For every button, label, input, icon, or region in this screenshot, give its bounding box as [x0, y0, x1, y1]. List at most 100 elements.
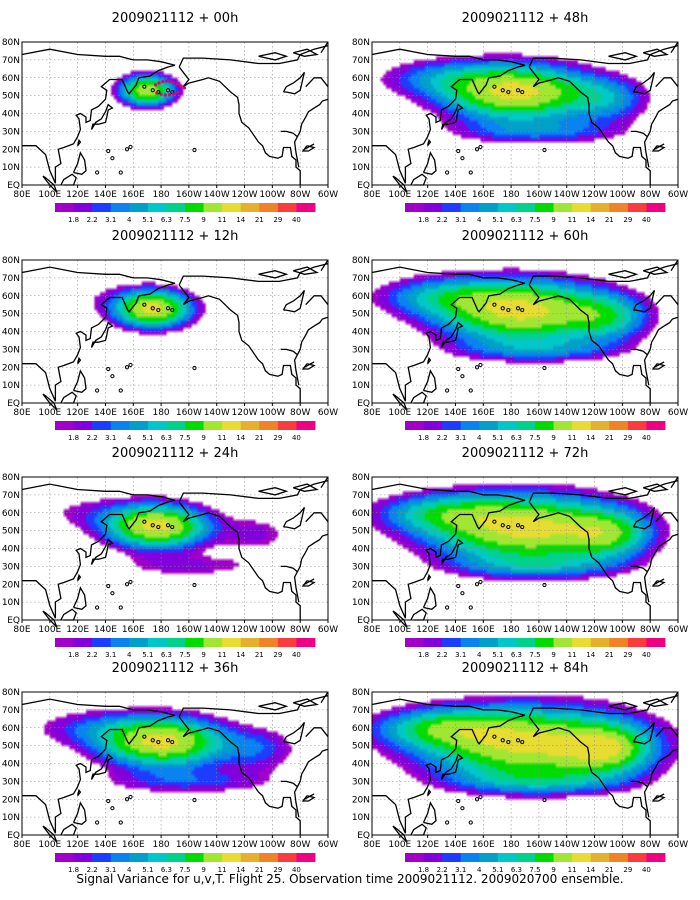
- y-tick-label: 10N: [352, 598, 370, 608]
- y-tick-label: 60N: [2, 509, 20, 519]
- x-tick-label: 140W: [204, 625, 230, 635]
- coastline: [608, 52, 639, 61]
- coastline: [258, 487, 289, 496]
- colorbar-swatch: [92, 853, 112, 862]
- x-tick-label: 180: [502, 190, 519, 200]
- coastline: [72, 801, 87, 826]
- y-tick-label: 30N: [352, 562, 370, 572]
- colorbar-swatch: [277, 421, 297, 430]
- panel-title: 2009021112 + 24h: [112, 446, 239, 461]
- island-outline: [460, 591, 465, 596]
- x-tick-label: 100W: [259, 408, 285, 418]
- coastline: [90, 103, 114, 130]
- colorbar-swatch: [497, 203, 517, 212]
- colorbar-swatch: [277, 853, 297, 862]
- colorbar-label: 1.8: [68, 866, 79, 874]
- x-tick-label: 160W: [526, 625, 552, 635]
- x-tick-label: 160E: [472, 190, 495, 200]
- island-outline: [468, 820, 473, 825]
- island-outline: [506, 89, 511, 95]
- coastline: [643, 533, 679, 603]
- colorbar-label: 2.2: [87, 651, 98, 659]
- island-outline: [128, 362, 133, 368]
- grid-lines: [22, 477, 328, 620]
- colorbar-swatch: [572, 203, 592, 212]
- x-tick-label: 80W: [290, 840, 310, 850]
- coastline: [258, 702, 289, 711]
- coastline: [422, 586, 437, 611]
- colorbar-label: 40: [642, 434, 651, 442]
- y-tick-label: 70N: [2, 56, 20, 66]
- colorbar-label: 40: [292, 866, 301, 874]
- coastline: [670, 476, 679, 489]
- colorbar-label: 3.1: [455, 651, 466, 659]
- colorbar-label: 40: [642, 651, 651, 659]
- colorbar-swatch: [627, 853, 647, 862]
- x-tick-label: 60W: [668, 840, 688, 850]
- coastline: [304, 143, 315, 150]
- island-outline: [95, 605, 100, 610]
- x-tick-label: 100W: [259, 625, 285, 635]
- x-tick-label: 160E: [472, 408, 495, 418]
- colorbar-label: 6.3: [161, 651, 172, 659]
- x-tick-label: 80E: [13, 840, 30, 850]
- colorbar: 1.8 2.2 3.1 4 5.1 6.3 7.5 9 11 14 21 29 40: [55, 203, 316, 224]
- island-outline: [110, 374, 115, 379]
- coastline: [422, 151, 437, 176]
- coastline: [293, 48, 319, 57]
- colorbar-swatch: [479, 421, 499, 430]
- coastline: [72, 586, 87, 611]
- x-tick-label: 120E: [66, 625, 89, 635]
- map-panel: 2009021112 + 00h 80E 100E 120E 140E 160E 180 16…: [2, 11, 338, 224]
- island-outline: [492, 302, 497, 307]
- x-tick-label: 140W: [204, 408, 230, 418]
- y-tick-label: 10N: [2, 381, 20, 391]
- colorbar-label: 6.3: [511, 866, 522, 874]
- observation-point: [172, 80, 176, 85]
- y-tick-label: EQ: [357, 616, 370, 626]
- grid-lines: [22, 692, 328, 835]
- x-tick-label: 100E: [38, 625, 61, 635]
- island-outline: [515, 523, 521, 528]
- colorbar-label: 7.5: [529, 216, 540, 224]
- y-tick-label: 50N: [2, 527, 20, 537]
- coastline: [282, 507, 306, 530]
- colorbar-swatch: [460, 203, 480, 212]
- x-tick-label: 100W: [259, 190, 285, 200]
- colorbar-label: 4: [127, 216, 132, 224]
- colorbar-label: 6.3: [161, 216, 172, 224]
- x-tick-label: 120E: [66, 840, 89, 850]
- island-outline: [520, 739, 525, 745]
- colorbar-swatch: [129, 421, 149, 430]
- y-tick-label: 20N: [2, 580, 20, 590]
- x-tick-label: 120W: [232, 840, 258, 850]
- x-tick-label: 180: [152, 625, 169, 635]
- colorbar-label: 2.2: [87, 866, 98, 874]
- x-tick-label: 140E: [444, 625, 467, 635]
- x-tick-label: 100W: [609, 190, 635, 200]
- y-tick-label: 50N: [352, 310, 370, 320]
- coastline: [528, 716, 651, 835]
- observation-point: [182, 86, 187, 90]
- x-tick-label: 120E: [416, 190, 439, 200]
- map-panel: 2009021112 + 36h 80E 100E 120E 140E 160E 180 16…: [2, 661, 338, 874]
- colorbar-swatch: [296, 853, 316, 862]
- coastline: [654, 578, 665, 585]
- colorbar-label: 21: [255, 216, 264, 224]
- colorbar-swatch: [497, 421, 517, 430]
- colorbar-label: 4: [477, 651, 482, 659]
- y-tick-label: 40N: [352, 545, 370, 555]
- coastline: [178, 694, 329, 718]
- y-tick-label: 40N: [352, 328, 370, 338]
- island-outline: [478, 794, 483, 800]
- island-outline: [520, 89, 525, 95]
- coastline: [371, 48, 526, 184]
- observation-track: [153, 79, 187, 97]
- x-tick-label: 100E: [38, 190, 61, 200]
- y-tick-label: 10N: [352, 163, 370, 173]
- map-panel: 2009021112 + 60h 80E 100E 120E 140E 160E 180 16…: [352, 229, 688, 442]
- y-tick-label: 60N: [352, 74, 370, 84]
- observation-point: [159, 92, 163, 96]
- coastline: [293, 316, 329, 386]
- y-tick-label: 30N: [2, 127, 20, 137]
